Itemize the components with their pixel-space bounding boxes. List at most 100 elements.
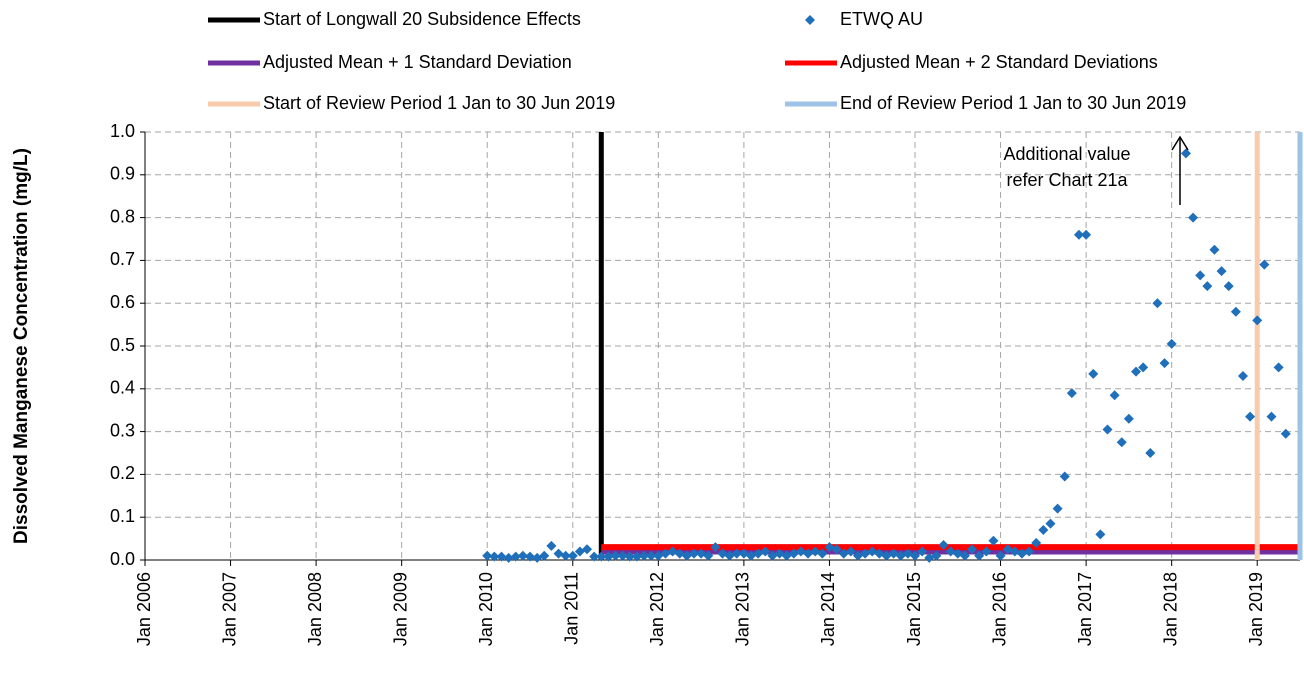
data-point [931,550,942,561]
data-point [510,551,521,562]
x-tick-label: Jan 2013 [733,572,753,646]
data-point [688,548,699,559]
legend-label: Adjusted Mean + 1 Standard Deviation [263,52,572,72]
data-point [1138,362,1149,373]
data-point [1280,428,1291,439]
data-point [1116,437,1127,448]
data-point [1159,358,1170,369]
data-point [817,548,828,559]
data-point [1038,525,1049,536]
data-point [1024,546,1035,557]
x-tick-label: Jan 2011 [562,572,582,645]
data-point [482,550,493,561]
data-point [560,550,571,561]
data-point [1081,229,1092,240]
data-point [1166,338,1177,349]
legend-label: ETWQ AU [840,9,923,29]
data-point [1195,270,1206,281]
annotation-arrowhead [1171,135,1189,151]
data-point [959,550,970,561]
x-tick-label: Jan 2018 [1160,572,1180,646]
data-point [617,550,628,561]
data-point [1188,212,1199,223]
data-point [731,548,742,559]
x-tick-label: Jan 2006 [134,572,154,646]
data-point [546,540,557,551]
y-tick-label: 0.6 [110,292,135,312]
data-point [917,546,928,557]
data-point [1252,315,1263,326]
data-point [1145,448,1156,458]
data-point [1031,537,1042,548]
y-tick-label: 0.8 [110,206,135,226]
annotation: refer Chart 21a [1006,170,1128,190]
x-tick-label: Jan 2019 [1246,572,1266,646]
data-point [596,551,607,562]
data-point [603,551,614,562]
data-point [1259,259,1270,270]
annotation: Additional value [1003,144,1130,164]
data-point [624,551,635,562]
y-tick-label: 0.1 [110,506,135,526]
data-point [1066,388,1077,399]
data-point [639,550,650,561]
data-point [1059,471,1070,482]
data-point [1123,413,1134,424]
data-point [589,551,600,562]
data-point [703,550,714,561]
x-tick-label: Jan 2008 [305,572,325,646]
y-axis-label: Dissolved Manganese Concentration (mg/L) [11,148,32,544]
x-tick-label: Jan 2012 [647,572,667,646]
data-point [1095,529,1106,540]
data-point [760,546,771,557]
x-tick-label: Jan 2014 [818,572,838,646]
data-point [1045,518,1056,529]
data-point [631,551,642,562]
data-point [938,540,949,551]
legend-label: End of Review Period 1 Jan to 30 Jun 201… [840,93,1186,113]
data-point [646,550,657,561]
x-tick-label: Jan 2017 [1075,572,1095,646]
x-tick-label: Jan 2015 [904,572,924,646]
data-point [525,551,535,562]
y-tick-label: 0.4 [110,378,135,398]
x-tick-label: Jan 2010 [476,572,496,646]
data-point [988,535,999,546]
data-point [831,544,842,555]
data-point [610,550,621,561]
data-point [1102,424,1113,435]
data-point [582,544,593,555]
y-tick-label: 0.3 [110,420,135,440]
legend-marker [805,15,815,25]
data-point [517,550,528,561]
data-point [496,551,507,562]
data-point [1131,366,1142,377]
data-point [1109,390,1120,401]
y-tick-label: 0.0 [110,549,135,569]
data-point [981,546,992,557]
data-point [1245,411,1256,422]
data-point [503,552,514,563]
data-point [1180,148,1191,159]
legend-label: Start of Longwall 20 Subsidence Effects [263,9,581,29]
data-point [567,550,578,561]
x-tick-label: Jan 2009 [390,572,410,646]
data-point [1216,266,1227,277]
data-point [1052,503,1063,514]
y-tick-label: 0.2 [110,463,135,483]
data-point [974,550,985,561]
data-point [1209,244,1220,255]
data-point [1073,229,1084,240]
data-point [539,550,550,561]
data-point [995,550,1006,561]
data-point [1237,370,1248,381]
y-tick-label: 0.7 [110,249,135,269]
x-tick-label: Jan 2016 [989,572,1009,646]
y-tick-label: 0.5 [110,335,135,355]
data-point [1223,281,1234,292]
data-point [1230,306,1241,317]
data-point [1266,411,1277,422]
data-point [710,542,721,553]
y-tick-label: 0.9 [110,164,135,184]
